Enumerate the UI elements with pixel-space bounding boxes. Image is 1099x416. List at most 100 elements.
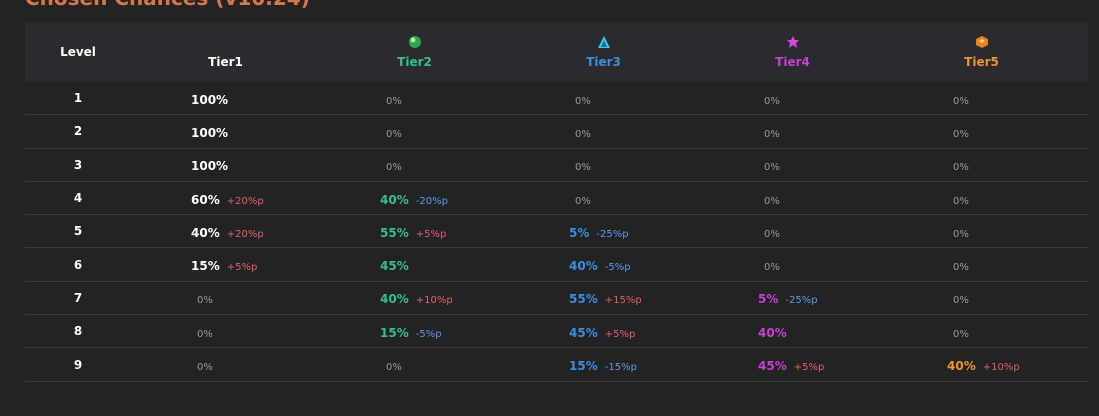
chance-change: +20%p — [226, 195, 264, 207]
level-cell: 5 — [73, 224, 83, 239]
chance-change: +15%p — [604, 295, 642, 307]
chance-value: 45% — [569, 325, 598, 340]
chance-cell: 0% — [887, 288, 1076, 307]
chance-cell: 15% -5%p — [320, 322, 509, 341]
chance-value: 0% — [764, 95, 780, 107]
level-cell: 8 — [73, 324, 83, 339]
table-body: 1 100% 0% 0% 0% 0% 2 100% 0% 0% 0% 0% 3 100% 0% 0% 0% 0% 4… — [25, 82, 1088, 382]
chance-cell: 0% — [131, 288, 320, 307]
chance-value: 5% — [758, 292, 779, 307]
chance-value: 0% — [953, 95, 969, 107]
chance-cell: 0% — [887, 222, 1076, 241]
tier-icon — [597, 36, 610, 48]
chance-change: +20%p — [226, 228, 264, 240]
chance-value: 0% — [953, 228, 969, 240]
chance-value: 40% — [947, 359, 976, 374]
header-cell: Tier2 — [320, 22, 509, 82]
header-cell: Tier4 — [698, 22, 887, 82]
chance-cell: 0% — [320, 89, 509, 108]
chance-cell: 40% -20%p — [320, 189, 509, 208]
chance-value: 15% — [569, 359, 598, 374]
level-cell: 9 — [73, 357, 83, 372]
chance-cell: 0% — [131, 355, 320, 374]
chance-cell: 0% — [887, 122, 1076, 141]
chance-cell: 5% -25%p — [509, 222, 698, 241]
table-row: 1 100% 0% 0% 0% 0% — [25, 82, 1088, 116]
chance-value: 100% — [191, 125, 229, 140]
chance-value: 40% — [758, 325, 787, 340]
chance-cell: 5% -25%p — [698, 288, 887, 307]
chance-value: 0% — [764, 162, 780, 174]
chance-value: 45% — [758, 359, 787, 374]
chance-value: 0% — [197, 328, 213, 340]
chance-value: 0% — [953, 128, 969, 140]
chance-change: +10%p — [982, 362, 1020, 374]
chance-cell: 40% +20%p — [131, 222, 320, 241]
chance-change: -5%p — [415, 328, 442, 340]
chance-cell: 0% — [887, 189, 1076, 208]
chance-cell: 0% — [698, 255, 887, 274]
level-cell: 4 — [73, 191, 83, 206]
chance-change: +5%p — [415, 228, 447, 240]
chance-cell: 100% — [131, 155, 320, 174]
chance-value: 45% — [380, 259, 409, 274]
chance-cell: 0% — [320, 122, 509, 141]
chance-change: -25%p — [785, 295, 818, 307]
table-row: 7 0% 40% +10%p 55% +15%p 5% -25%p 0% — [25, 282, 1088, 316]
table-row: 8 0% 15% -5%p 45% +5%p 40% 0% — [25, 315, 1088, 349]
chance-cell: 0% — [887, 322, 1076, 341]
table-row: 3 100% 0% 0% 0% 0% — [25, 149, 1088, 182]
chance-change: +10%p — [415, 295, 453, 307]
chance-value: 0% — [764, 228, 780, 240]
level-cell: 3 — [73, 157, 83, 172]
chance-value: 0% — [953, 295, 969, 307]
chance-cell: 0% — [698, 222, 887, 241]
chance-value: 0% — [386, 95, 402, 107]
chance-value: 5% — [569, 225, 590, 240]
table-row: 5 40% +20%p 55% +5%p 5% -25%p 0% 0% — [25, 215, 1088, 249]
chance-cell: 0% — [698, 155, 887, 174]
chance-change: -20%p — [415, 195, 448, 207]
chance-cell: 0% — [131, 322, 320, 341]
level-cell: 2 — [73, 124, 83, 139]
chance-cell: 40% -5%p — [509, 255, 698, 274]
header-cell: Tier3 — [509, 22, 698, 82]
chance-value: 0% — [764, 262, 780, 274]
chance-value: 0% — [386, 362, 402, 374]
chance-value: 55% — [380, 225, 409, 240]
chance-cell: 45% — [320, 255, 509, 274]
chance-cell: 100% — [131, 89, 320, 108]
header-label: Level — [60, 45, 96, 59]
chance-cell: 40% — [698, 322, 887, 341]
level-cell: 1 — [73, 91, 83, 106]
header-label: Tier1 — [208, 55, 243, 69]
table-row: 9 0% 0% 15% -15%p 45% +5%p 40% +10%p — [25, 348, 1088, 382]
chance-cell: 0% — [887, 255, 1076, 274]
chance-value: 0% — [953, 262, 969, 274]
chance-cell: 0% — [320, 155, 509, 174]
chance-value: 0% — [575, 95, 591, 107]
chance-value: 0% — [764, 128, 780, 140]
header-label: Tier4 — [775, 55, 810, 69]
table-row: 2 100% 0% 0% 0% 0% — [25, 115, 1088, 149]
chance-cell: 60% +20%p — [131, 189, 320, 208]
table-header: Level Tier1 Tier2 Tier3 Tier4 Tier5 — [25, 22, 1088, 82]
chance-value: 0% — [953, 328, 969, 340]
chance-value: 60% — [191, 192, 220, 207]
chance-cell: 55% +15%p — [509, 288, 698, 307]
chance-value: 100% — [191, 92, 229, 107]
header-cell: Level — [25, 22, 131, 82]
table-row: 4 60% +20%p 40% -20%p 0% 0% 0% — [25, 182, 1088, 216]
chance-cell: 45% +5%p — [698, 355, 887, 374]
chance-value: 0% — [575, 128, 591, 140]
chance-cell: 0% — [698, 89, 887, 108]
chance-value: 0% — [386, 162, 402, 174]
chance-change: -25%p — [596, 228, 629, 240]
chance-change: +5%p — [604, 328, 636, 340]
chance-value: 0% — [764, 195, 780, 207]
table: Level Tier1 Tier2 Tier3 Tier4 Tier5 1 100… — [25, 22, 1088, 382]
chance-change: +5%p — [793, 362, 825, 374]
chance-value: 40% — [380, 292, 409, 307]
tier-icon — [975, 36, 988, 48]
chance-cell: 0% — [320, 355, 509, 374]
